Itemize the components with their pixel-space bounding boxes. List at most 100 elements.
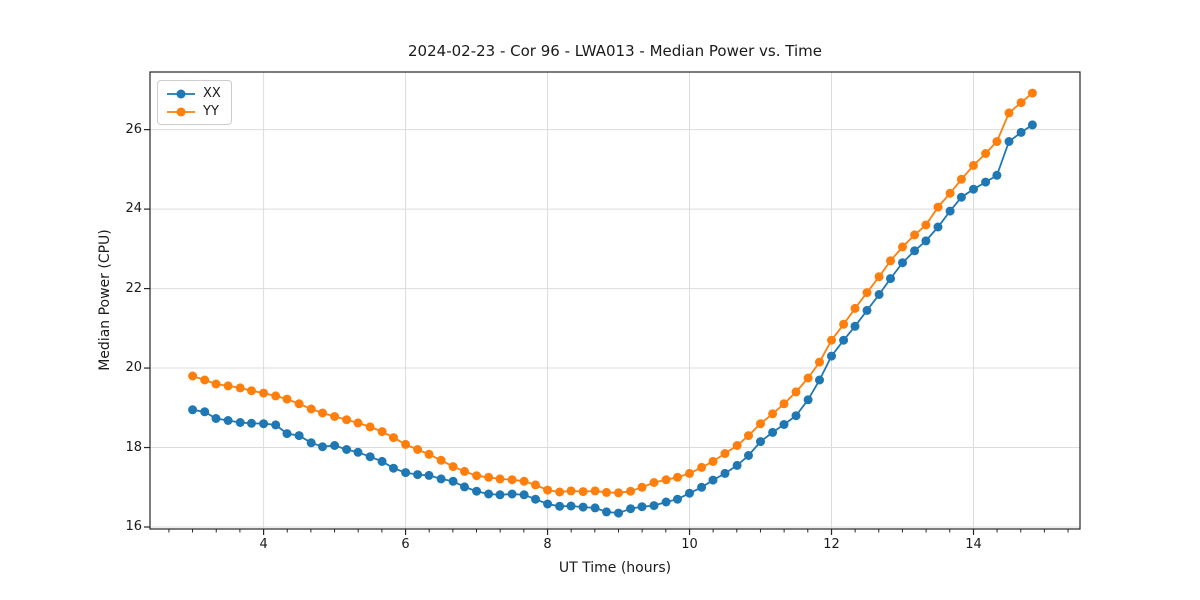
series-yy-marker	[921, 220, 931, 230]
series-xx-marker	[1016, 127, 1026, 137]
series-xx-marker	[992, 170, 1002, 180]
legend-marker-yy-icon	[167, 107, 195, 116]
series-yy-marker	[886, 256, 895, 266]
series-xx-marker	[779, 420, 789, 429]
plot-border	[149, 71, 1081, 530]
series-yy-marker	[637, 482, 647, 492]
series-yy-marker	[874, 272, 884, 282]
series-yy-marker	[578, 487, 588, 497]
series-yy-marker	[649, 478, 659, 487]
x-tick-label: 12	[823, 537, 840, 552]
x-tick-label: 4	[259, 537, 268, 552]
series-xx-marker	[732, 460, 742, 470]
series-xx-marker	[590, 503, 600, 513]
series-yy-marker	[768, 409, 778, 419]
series-xx-marker	[815, 375, 824, 385]
series-yy-marker	[484, 472, 494, 482]
series-xx-marker	[720, 468, 730, 478]
series-xx-marker	[898, 258, 907, 268]
chart-title: 2024-02-23 - Cor 96 - LWA013 - Median Po…	[408, 42, 822, 60]
series-xx-marker	[886, 274, 895, 284]
series-xx-marker	[507, 489, 517, 499]
series-xx-marker	[353, 447, 363, 457]
series-xx-marker	[389, 463, 398, 473]
series-xx-marker	[697, 482, 707, 492]
series-xx-marker	[330, 441, 340, 450]
series-xx-marker	[306, 438, 316, 448]
series-xx-marker	[626, 504, 636, 514]
x-tick-label: 8	[543, 537, 552, 552]
series-yy-marker	[247, 386, 256, 396]
series-yy-marker	[188, 371, 198, 381]
series-yy-marker	[1016, 98, 1026, 108]
series-yy-marker	[933, 202, 943, 212]
series-yy-marker	[697, 462, 707, 472]
series-xx-marker	[448, 476, 458, 486]
y-axis-label: Median Power (CPU)	[97, 229, 113, 371]
series-yy-marker	[673, 472, 682, 482]
series-xx-marker	[484, 489, 494, 499]
series-yy-marker	[424, 449, 434, 459]
series-yy-marker	[472, 471, 482, 481]
series-yy-marker	[1004, 108, 1014, 118]
series-yy-marker	[223, 381, 233, 391]
series-yy-marker	[945, 188, 955, 198]
series-yy-marker	[353, 418, 363, 428]
series-xx-marker	[649, 501, 659, 511]
series-yy-marker	[200, 375, 210, 385]
series-xx-marker	[424, 470, 434, 480]
series-xx-marker	[259, 419, 269, 429]
series-xx-marker	[874, 290, 884, 299]
series-xx-marker	[282, 429, 292, 439]
series-yy-marker	[839, 319, 849, 329]
series-yy-marker	[969, 160, 978, 170]
series-xx-marker	[472, 486, 482, 496]
series-yy-marker	[850, 303, 860, 313]
series-yy-marker	[956, 174, 966, 184]
y-tick-label: 20	[125, 360, 142, 376]
series-xx-marker	[910, 246, 920, 256]
series-xx-marker	[791, 411, 801, 421]
series-xx-marker	[223, 416, 233, 425]
series-yy-marker	[389, 433, 398, 443]
series-yy-marker	[342, 415, 352, 425]
y-tick-label: 26	[125, 121, 142, 137]
series-yy-marker	[720, 449, 730, 458]
series-xx-marker	[661, 497, 671, 507]
y-tick-label: 18	[125, 439, 142, 455]
series-yy-marker	[779, 399, 789, 409]
series-yy-marker	[992, 137, 1002, 146]
series-yy-marker	[519, 476, 529, 486]
series-xx-marker	[495, 490, 505, 500]
series-xx-marker	[685, 488, 694, 498]
series-xx-marker	[803, 395, 813, 405]
series-xx-marker	[637, 502, 647, 512]
series-xx-marker	[401, 468, 411, 478]
series-yy-marker	[614, 488, 623, 498]
series-yy-marker	[756, 419, 765, 429]
series-yy-marker	[211, 379, 221, 389]
series-yy-marker	[271, 391, 281, 401]
series-xx-marker	[1027, 120, 1037, 130]
series-xx-marker	[673, 494, 682, 504]
x-tick-label: 6	[401, 537, 410, 552]
series-yy-marker	[413, 445, 423, 454]
series-xx-marker	[768, 427, 778, 437]
series-xx-marker	[956, 192, 966, 202]
series-xx-marker	[614, 508, 623, 518]
series-xx-marker	[211, 414, 221, 423]
series-yy-marker	[377, 427, 387, 437]
legend-item-yy: YY	[166, 104, 221, 119]
series-xx-marker	[188, 405, 198, 415]
series-yy-marker	[294, 399, 304, 409]
legend-marker-xx-icon	[167, 89, 195, 98]
series-xx-marker	[981, 177, 991, 187]
series-yy-marker	[460, 466, 469, 476]
series-xx-marker	[377, 456, 387, 466]
series-xx-marker	[708, 475, 718, 485]
series-yy-marker	[507, 475, 517, 485]
series-yy-marker	[365, 422, 375, 432]
series-xx-marker	[602, 507, 611, 517]
series-xx-marker	[200, 407, 210, 417]
